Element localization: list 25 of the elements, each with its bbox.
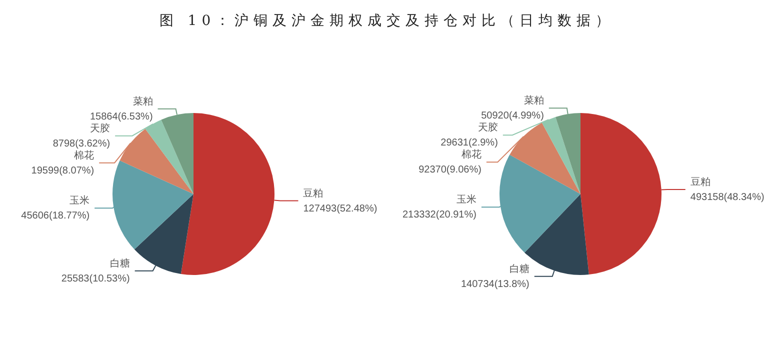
slice-label: 豆粕 [303,188,324,200]
slice-label: 棉花 [461,148,482,161]
slice-label: 天胶 [478,122,498,134]
data-label: 25583(10.53%) [61,273,130,284]
slice-label: 豆粕 [690,176,710,188]
data-label: 213332(20.91%) [402,210,476,221]
data-label: 19599(8.07%) [31,165,94,176]
slice-label: 菜粕 [524,94,544,107]
data-label: 29631(2.9%) [440,138,498,149]
slice-label: 玉米 [70,194,90,207]
data-label: 493158(48.34%) [690,192,764,203]
slice-label: 白糖 [110,257,130,270]
chart-title: 图 10：沪铜及沪金期权成交及持仓对比（日均数据） [158,12,616,31]
slice-label: 白糖 [509,262,530,275]
data-label: 45606(18.77%) [21,210,90,222]
data-label: 8798(3.62%) [52,138,110,150]
data-label: 15864(6.53%) [90,111,153,122]
slice-label: 玉米 [456,194,476,206]
data-label: 92370(9.06%) [418,164,482,176]
data-label: 140734(13.8%) [460,278,530,290]
data-label: 127493(52.48%) [303,203,378,214]
slice-label: 天胶 [90,122,110,134]
slice-label: 棉花 [74,149,94,162]
data-label: 50920(4.99%) [481,110,544,122]
slice-label: 菜粕 [132,95,153,108]
